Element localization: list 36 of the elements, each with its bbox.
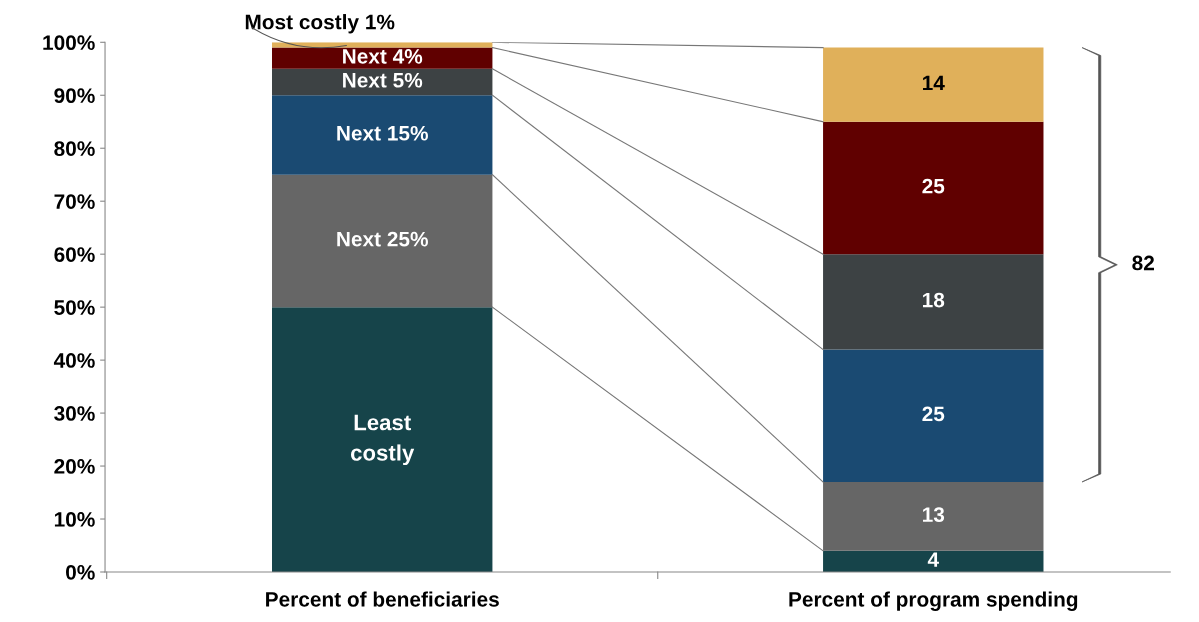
bar: [823, 121, 1044, 255]
series-label: Most costly 1%: [245, 14, 395, 34]
y-tick-label: 50%: [54, 300, 95, 315]
y-tick-label: 0%: [66, 564, 95, 580]
bar: [823, 349, 1044, 482]
data-label: 25: [922, 406, 945, 422]
data-label: 18: [923, 292, 945, 308]
bar: [272, 307, 493, 572]
bar: [823, 481, 1044, 551]
y-tick-label: 70%: [54, 194, 95, 209]
series-label: Next 5%: [343, 72, 423, 88]
y-tick-label: 90%: [54, 88, 95, 104]
bar: [272, 68, 493, 96]
y-tick-label: 10%: [54, 512, 95, 527]
data-label: 25: [922, 178, 945, 194]
data-label: 13: [923, 507, 945, 522]
bar: [823, 254, 1044, 350]
bar: [823, 550, 1044, 572]
bar: [823, 47, 1044, 122]
y-tick-label: 60%: [54, 247, 95, 262]
y-tick-label: 40%: [53, 353, 95, 368]
data-label: 14: [923, 75, 945, 91]
series-label: Next 15%: [337, 125, 428, 141]
series-label: Next 4%: [343, 49, 423, 64]
bar: [272, 95, 493, 175]
y-tick-label: 80%: [54, 141, 95, 156]
series-label: Next 25%: [337, 231, 428, 247]
bar: [272, 174, 493, 308]
y-tick-label: 100%: [43, 35, 95, 51]
series-label: Least costly: [350, 414, 415, 466]
y-tick-label: 20%: [54, 459, 95, 474]
data-label: 4: [927, 552, 939, 567]
x-tick-label: Percent of beneficiaries: [266, 591, 499, 607]
annotation: 82: [1132, 255, 1154, 271]
y-tick-label: 30%: [54, 406, 95, 421]
x-tick-label: Percent of program spending: [789, 591, 1078, 611]
